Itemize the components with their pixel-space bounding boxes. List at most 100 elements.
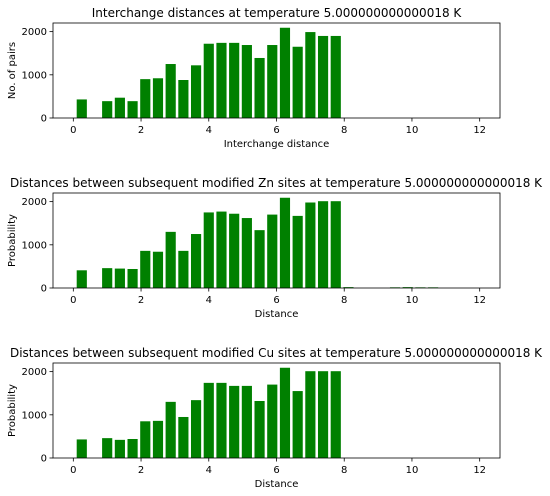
bar xyxy=(102,268,113,288)
chart-title: Distances between subsequent modified Zn… xyxy=(10,176,543,190)
y-tick-label: 2000 xyxy=(22,27,47,38)
bar xyxy=(216,42,227,118)
bar xyxy=(140,250,151,288)
bar xyxy=(330,201,341,288)
x-tick-label: 0 xyxy=(70,125,76,136)
bar xyxy=(203,43,214,119)
bar xyxy=(241,385,252,458)
bar xyxy=(254,230,265,288)
bar xyxy=(127,269,138,288)
bar xyxy=(165,64,176,118)
x-tick-label: 12 xyxy=(473,125,486,136)
bar xyxy=(76,439,87,458)
bar xyxy=(267,384,278,458)
x-tick-label: 10 xyxy=(406,465,419,476)
y-tick-label: 1000 xyxy=(22,410,47,421)
bar xyxy=(279,27,291,118)
x-tick-label: 4 xyxy=(206,465,212,476)
bar xyxy=(152,78,164,118)
bar xyxy=(140,79,151,118)
bar xyxy=(229,42,240,118)
bar xyxy=(402,287,413,288)
bar xyxy=(305,202,316,288)
bar xyxy=(152,420,164,458)
x-axis-label: Interchange distance xyxy=(224,139,330,150)
bar xyxy=(229,385,240,458)
bar xyxy=(292,215,303,288)
x-tick-label: 4 xyxy=(206,295,212,306)
chart-panel-zn-site-distances: Distances between subsequent modified Zn… xyxy=(7,176,543,320)
bar xyxy=(102,101,113,118)
bar xyxy=(152,251,164,288)
bar xyxy=(330,371,341,458)
chart-panel-interchange-distances: Interchange distances at temperature 5.0… xyxy=(7,6,501,150)
x-tick-label: 0 xyxy=(70,465,76,476)
bar xyxy=(317,201,329,288)
bar xyxy=(279,367,291,458)
bar xyxy=(165,231,176,288)
x-tick-label: 6 xyxy=(273,465,279,476)
bar xyxy=(114,268,125,288)
bar xyxy=(216,211,227,288)
x-tick-label: 2 xyxy=(138,465,144,476)
y-tick-label: 0 xyxy=(41,114,47,125)
bar xyxy=(102,438,113,458)
bar xyxy=(216,382,227,458)
bar xyxy=(114,439,125,458)
bar xyxy=(254,57,265,118)
bar xyxy=(317,371,329,458)
y-tick-label: 0 xyxy=(41,284,47,295)
x-tick-label: 12 xyxy=(473,465,486,476)
x-tick-label: 12 xyxy=(473,295,486,306)
chart-panel-cu-site-distances: Distances between subsequent modified Cu… xyxy=(7,346,543,490)
x-tick-label: 8 xyxy=(341,465,347,476)
bar xyxy=(305,371,316,458)
bar xyxy=(330,35,341,119)
bar xyxy=(178,250,189,288)
x-axis-label: Distance xyxy=(255,309,299,320)
bar xyxy=(203,212,214,288)
y-tick-label: 2000 xyxy=(22,197,47,208)
x-tick-label: 0 xyxy=(70,295,76,306)
y-tick-label: 1000 xyxy=(22,240,47,251)
x-tick-label: 10 xyxy=(406,125,419,136)
bar xyxy=(241,45,252,118)
bar xyxy=(279,197,291,288)
bar xyxy=(254,401,265,458)
bar xyxy=(140,421,151,458)
bar xyxy=(267,45,278,118)
x-tick-label: 6 xyxy=(273,295,279,306)
bar xyxy=(203,382,214,458)
x-tick-label: 8 xyxy=(341,295,347,306)
bar xyxy=(317,35,329,119)
x-tick-label: 10 xyxy=(406,295,419,306)
bar xyxy=(76,270,87,288)
x-tick-label: 2 xyxy=(138,295,144,306)
x-tick-label: 8 xyxy=(341,125,347,136)
bar xyxy=(292,391,303,458)
x-axis-label: Distance xyxy=(255,479,299,490)
bar xyxy=(190,234,202,288)
bar xyxy=(165,401,176,458)
bar xyxy=(343,287,354,288)
y-tick-label: 0 xyxy=(41,454,47,465)
bar xyxy=(292,46,303,118)
x-tick-label: 6 xyxy=(273,125,279,136)
bar xyxy=(190,400,202,458)
bar xyxy=(229,213,240,288)
bar xyxy=(267,214,278,288)
chart-title: Distances between subsequent modified Cu… xyxy=(10,346,543,360)
bar xyxy=(178,80,189,118)
y-tick-label: 2000 xyxy=(22,367,47,378)
y-tick-label: 1000 xyxy=(22,70,47,81)
bar xyxy=(178,416,189,458)
y-axis-label: No. of pairs xyxy=(7,42,18,99)
bar xyxy=(127,101,138,118)
bar xyxy=(241,218,252,288)
bar xyxy=(114,97,125,118)
x-tick-label: 4 xyxy=(206,125,212,136)
x-tick-label: 2 xyxy=(138,125,144,136)
y-axis-label: Probability xyxy=(7,384,18,437)
y-axis-label: Probability xyxy=(7,214,18,267)
